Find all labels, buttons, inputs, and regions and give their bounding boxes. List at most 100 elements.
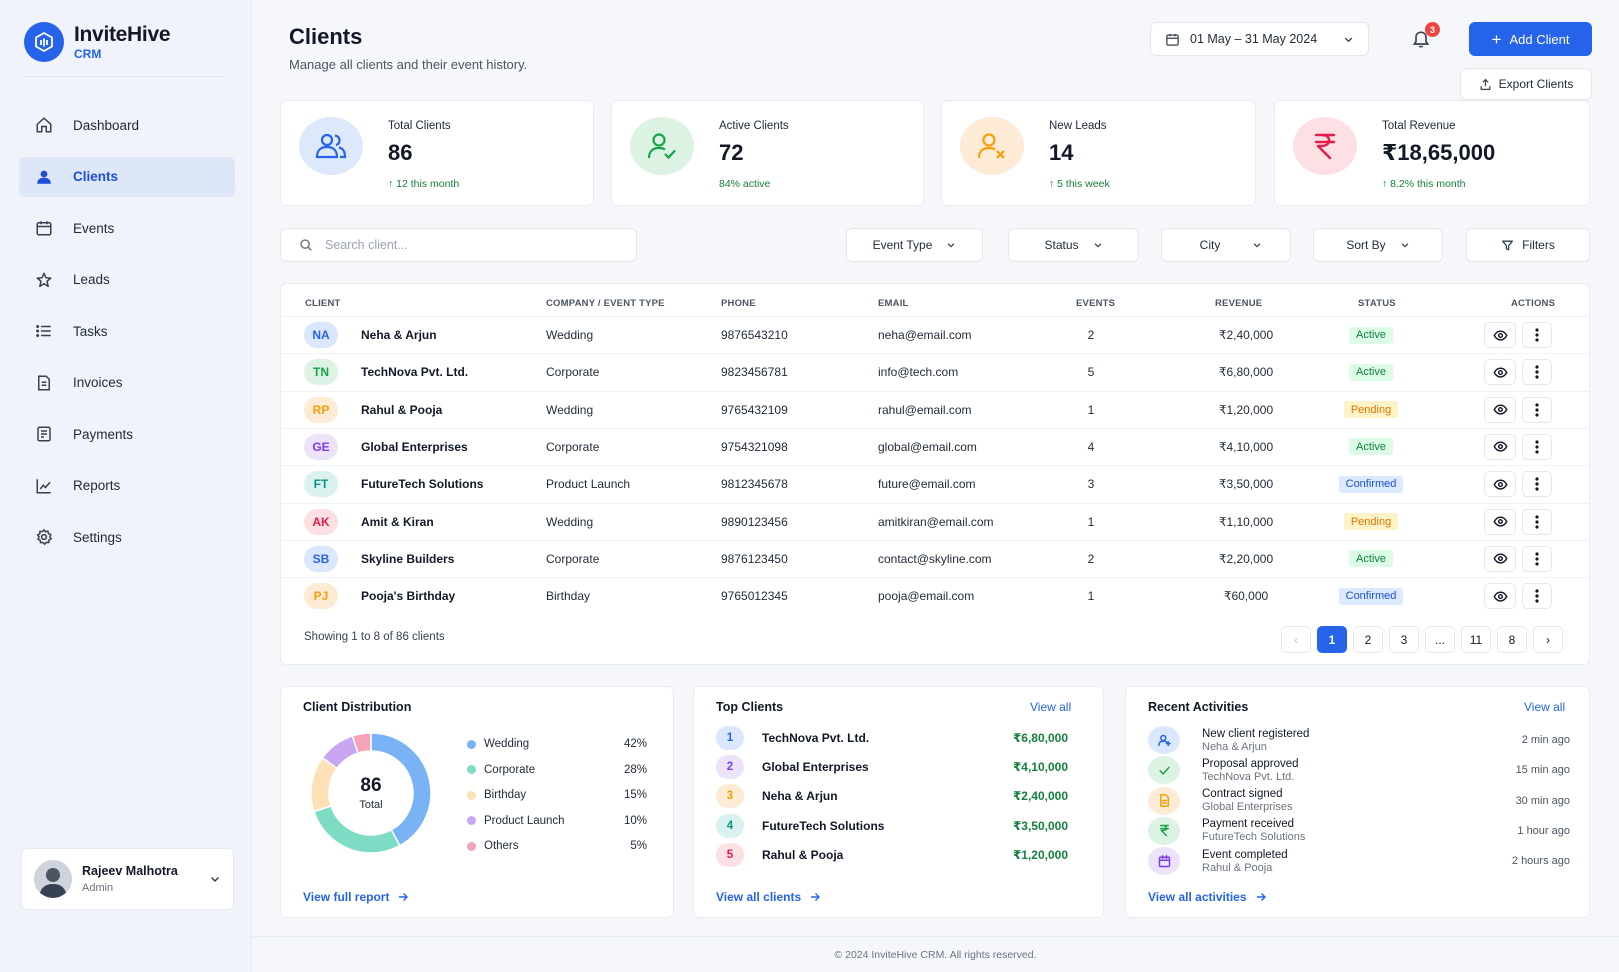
activity-item[interactable]: Proposal approved TechNova Pvt. Ltd. 15 mi… (1148, 755, 1570, 785)
top-client-row[interactable]: 4 FutureTech Solutions ₹3,50,000 (716, 813, 1068, 839)
view-all-activities-link[interactable]: View all activities (1148, 890, 1267, 904)
top-client-row[interactable]: 5 Rahul & Pooja ₹1,20,000 (716, 842, 1068, 868)
page-button[interactable]: 1 (1317, 626, 1347, 653)
status-dropdown[interactable]: Status (1008, 228, 1139, 262)
table-row[interactable]: NA Neha & Arjun Wedding 9876543210 neha@emai… (281, 316, 1589, 353)
date-range-picker[interactable]: 01 May – 31 May 2024 (1150, 22, 1369, 56)
table-row[interactable]: RP Rahul & Pooja Wedding 9765432109 rahul@em… (281, 390, 1589, 428)
activity-time: 30 min ago (1515, 794, 1570, 807)
more-actions-button[interactable] (1522, 322, 1552, 348)
top-clients-view-all-link[interactable]: View all (1030, 700, 1072, 714)
column-header[interactable]: COMPANY / EVENT TYPE (546, 298, 665, 309)
client-name[interactable]: Skyline Builders (361, 551, 455, 566)
event-type-dropdown[interactable]: Event Type (846, 228, 983, 262)
top-client-row[interactable]: 3 Neha & Arjun ₹2,40,000 (716, 783, 1068, 809)
client-name[interactable]: TechNova Pvt. Ltd. (361, 365, 469, 380)
activity-subject: Rahul & Pooja (1202, 861, 1273, 874)
events-count: 1 (1087, 589, 1095, 604)
more-actions-button[interactable] (1522, 508, 1552, 535)
view-button[interactable] (1484, 322, 1516, 348)
table-row[interactable]: TN TechNova Pvt. Ltd. Corporate 9823456781 i… (281, 353, 1589, 390)
table-row[interactable]: AK Amit & Kiran Wedding 9890123456 amitkiran… (281, 502, 1589, 540)
view-all-clients-link[interactable]: View all clients (716, 890, 821, 904)
donut-slice-corporate[interactable] (312, 805, 401, 854)
stat-label: New Leads (1049, 120, 1107, 132)
page-button[interactable]: 11 (1461, 626, 1491, 653)
table-row[interactable]: SB Skyline Builders Corporate 9876123450 con… (281, 539, 1589, 577)
client-name[interactable]: Global Enterprises (361, 439, 468, 454)
sidebar-item-tasks[interactable]: Tasks (19, 311, 235, 351)
page-button[interactable]: 8 (1497, 626, 1527, 653)
column-header[interactable]: CLIENT (305, 298, 341, 309)
filters-button[interactable]: Filters (1466, 228, 1590, 262)
sidebar-item-invoices[interactable]: Invoices (19, 363, 235, 403)
sidebar-item-reports[interactable]: Reports (19, 466, 235, 506)
view-button[interactable] (1484, 508, 1516, 535)
more-actions-button[interactable] (1522, 433, 1552, 460)
chevron-down-icon (1252, 240, 1262, 250)
client-name[interactable]: Neha & Arjun (361, 328, 437, 342)
add-client-button[interactable]: + Add Client (1469, 22, 1592, 56)
sidebar-item-clients[interactable]: Clients (19, 156, 235, 197)
column-header[interactable]: REVENUE (1215, 298, 1263, 309)
column-header[interactable]: STATUS (1358, 298, 1396, 309)
column-header[interactable]: ACTIONS (1511, 298, 1556, 309)
page-subtitle: Manage all clients and their event histo… (289, 57, 528, 72)
sidebar-item-dashboard[interactable]: Dashboard (19, 105, 235, 145)
event-type: Product Launch (546, 477, 631, 492)
sort-by-dropdown[interactable]: Sort By (1313, 228, 1443, 262)
sidebar-item-label: Events (73, 220, 115, 236)
prev-page-button[interactable]: ‹ (1281, 626, 1311, 653)
view-button[interactable] (1484, 396, 1516, 423)
activity-time: 1 hour ago (1517, 824, 1570, 837)
legend-label: Wedding (484, 738, 530, 750)
view-button[interactable] (1484, 471, 1516, 498)
more-actions-button[interactable] (1522, 583, 1552, 610)
activities-view-all-link[interactable]: View all (1524, 700, 1566, 714)
activity-item[interactable]: Contract signed Global Enterprises 30 min … (1148, 786, 1570, 816)
client-name[interactable]: Pooja's Birthday (361, 589, 456, 604)
view-button[interactable] (1484, 583, 1516, 610)
page-button[interactable]: 2 (1353, 626, 1383, 653)
activity-item[interactable]: New client registered Neha & Arjun 2 min a… (1148, 725, 1570, 755)
activity-item[interactable]: Event completed Rahul & Pooja 2 hours ago (1148, 846, 1570, 876)
column-header[interactable]: EVENTS (1076, 298, 1116, 309)
more-actions-button[interactable] (1522, 359, 1552, 386)
brand[interactable]: InviteHive CRM (24, 22, 171, 62)
more-vertical-icon (1535, 328, 1539, 342)
client-name[interactable]: Amit & Kiran (361, 514, 434, 529)
document-icon (1148, 786, 1180, 815)
top-client-row[interactable]: 1 TechNova Pvt. Ltd. ₹6,80,000 (716, 725, 1068, 751)
user-profile-menu[interactable]: Rajeev Malhotra Admin (21, 848, 234, 910)
eye-icon (1492, 479, 1508, 490)
donut-slice-others[interactable] (351, 732, 372, 755)
sidebar-item-settings[interactable]: Settings (19, 517, 235, 557)
bell-icon[interactable] (1411, 28, 1433, 50)
sidebar-item-events[interactable]: Events (19, 208, 235, 248)
city-dropdown[interactable]: City (1161, 228, 1291, 262)
page-button[interactable]: 3 (1389, 626, 1419, 653)
client-name[interactable]: FutureTech Solutions (361, 477, 484, 492)
next-page-button[interactable]: › (1533, 626, 1563, 653)
table-row[interactable]: PJ Pooja's Birthday Birthday 9765012345 pooj… (281, 577, 1589, 614)
activity-item[interactable]: Payment received FutureTech Solutions 1 ho… (1148, 816, 1570, 846)
search-input[interactable] (325, 238, 625, 252)
column-header[interactable]: PHONE (721, 298, 756, 309)
view-button[interactable] (1484, 433, 1516, 460)
view-button[interactable] (1484, 545, 1516, 572)
calendar-icon (34, 218, 54, 238)
column-header[interactable]: EMAIL (878, 298, 909, 309)
more-actions-button[interactable] (1522, 471, 1552, 498)
sidebar-item-payments[interactable]: Payments (19, 414, 235, 454)
view-full-report-link[interactable]: View full report (303, 890, 409, 904)
more-actions-button[interactable] (1522, 396, 1552, 423)
more-actions-button[interactable] (1522, 545, 1552, 572)
user-icon (34, 167, 54, 187)
top-client-row[interactable]: 2 Global Enterprises ₹4,10,000 (716, 754, 1068, 780)
client-name[interactable]: Rahul & Pooja (361, 402, 443, 417)
view-button[interactable] (1484, 359, 1516, 386)
sidebar-item-leads[interactable]: Leads (19, 260, 235, 300)
table-row[interactable]: FT FutureTech Solutions Product Launch 9812… (281, 465, 1589, 502)
table-row[interactable]: GE Global Enterprises Corporate 9754321098 g… (281, 427, 1589, 465)
export-clients-button[interactable]: Export Clients (1460, 68, 1592, 100)
